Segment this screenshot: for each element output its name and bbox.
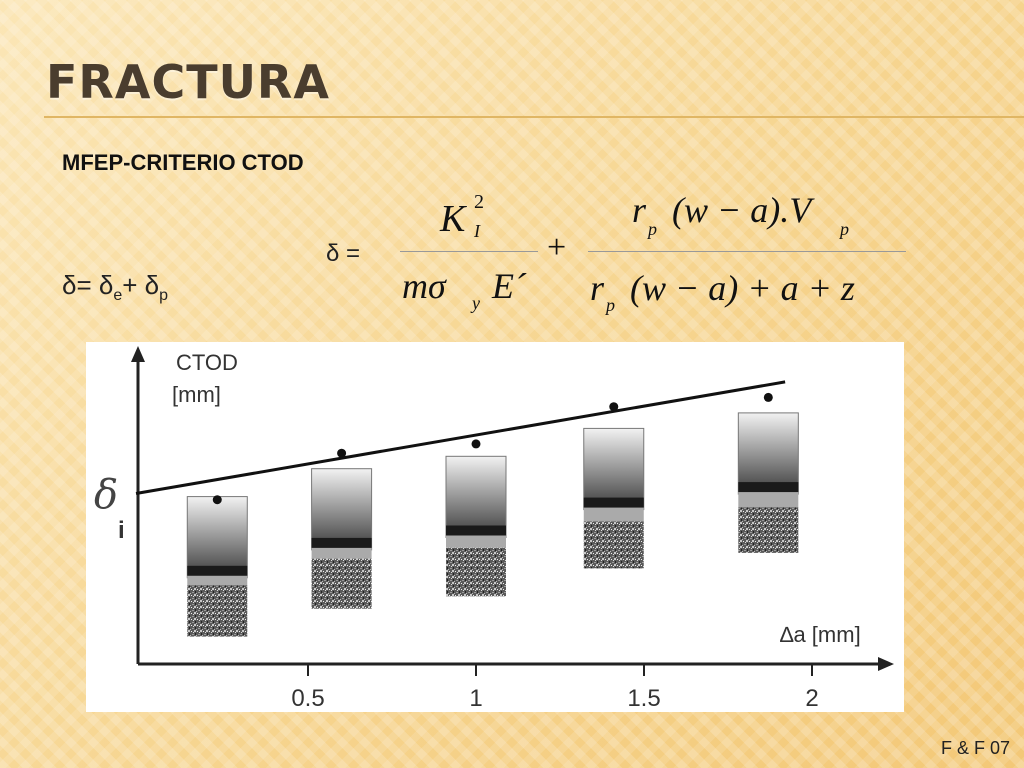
specimen-stretch-zone [738, 492, 799, 508]
title-divider [44, 116, 1024, 118]
slide-subtitle: MFEP-CRITERIO CTOD [62, 150, 304, 175]
specimen-stretch-zone [187, 575, 248, 586]
f1-num-sup: 2 [474, 191, 484, 213]
specimen-fatigue-band [187, 565, 248, 576]
ctod-formula: K 2 I mσ y E´ + r p (w − a).V p r p (w −… [392, 185, 912, 320]
f2-den-r: r [590, 268, 605, 308]
y-axis-delta-sub: i [118, 517, 125, 544]
y-axis-arrow [131, 346, 145, 362]
specimen-ductile-zone [583, 521, 644, 569]
specimen-notch [186, 496, 248, 579]
x-tick-label: 1 [469, 685, 482, 712]
f2-num-r: r [632, 190, 647, 230]
f2-den-rest: (w − a) + a + z [630, 268, 855, 308]
specimen-notch [445, 455, 507, 538]
sum-sub-p: p [159, 287, 169, 305]
sum-lhs: δ= δ [62, 270, 114, 300]
specimen-ductile-zone [187, 585, 248, 637]
specimen-fatigue-band [446, 525, 506, 536]
fraction-bar-1 [400, 251, 538, 252]
specimen-notch [311, 468, 373, 551]
data-point [212, 495, 222, 505]
x-tick-label: 2 [805, 685, 818, 712]
specimen-fatigue-band [583, 497, 644, 508]
ctod-chart: 0.5 1 1.5 2 CTOD [mm] δ i ∆a [mm] [94, 346, 894, 712]
data-point [471, 439, 481, 449]
x-tick-label: 0.5 [291, 685, 324, 712]
y-axis-delta-symbol: δ [94, 472, 118, 518]
specimen-ductile-zone [311, 558, 372, 609]
f2-num-sub: p [648, 219, 657, 239]
y-axis-label-line2: [mm] [172, 382, 221, 407]
fraction-bar-2 [588, 251, 906, 252]
fit-line [135, 380, 786, 495]
specimen-ductile-zone [446, 547, 506, 597]
f1-den-sub: y [472, 293, 480, 313]
slide-title: FRACTURA [46, 55, 330, 109]
specimen-notch [737, 412, 799, 495]
specimen-fatigue-band [311, 537, 372, 548]
specimen-ductile-zone [738, 507, 799, 553]
y-axis-label-line1: CTOD [176, 350, 238, 375]
delta-sum-equation: δ= δe+ δp [62, 270, 168, 305]
f1-den-msigma: mσ [402, 266, 446, 306]
footer-credit: F & F 07 [940, 738, 1010, 758]
f2-num-mid: (w − a).V [672, 190, 812, 230]
sum-plus: + δ [122, 270, 160, 300]
ctod-chart-figure: 0.5 1 1.5 2 CTOD [mm] δ i ∆a [mm] [86, 342, 904, 712]
f1-num-K: K [440, 198, 466, 240]
specimen [583, 427, 645, 569]
specimen [737, 412, 799, 553]
specimen-stretch-zone [583, 507, 644, 522]
x-axis-label: ∆a [mm] [780, 622, 861, 647]
f2-num-sub2: p [840, 219, 849, 239]
delta-label: δ = [326, 240, 361, 267]
data-point [609, 402, 619, 412]
x-tick-label: 1.5 [627, 685, 660, 712]
specimen-fatigue-band [738, 482, 799, 493]
x-axis-arrow [878, 657, 894, 671]
formula-plus: + [547, 229, 567, 266]
specimen-notch [583, 427, 645, 511]
f1-den-E: E´ [492, 266, 526, 306]
sum-sub-e: e [113, 287, 123, 305]
specimen [445, 455, 507, 597]
specimen-stretch-zone [311, 547, 372, 559]
data-point [337, 448, 347, 458]
data-point [763, 392, 773, 402]
specimen-stretch-zone [446, 535, 506, 548]
f1-num-sub: I [474, 221, 480, 241]
f2-den-sub: p [606, 295, 615, 315]
specimen [186, 496, 248, 637]
specimen [311, 468, 373, 609]
